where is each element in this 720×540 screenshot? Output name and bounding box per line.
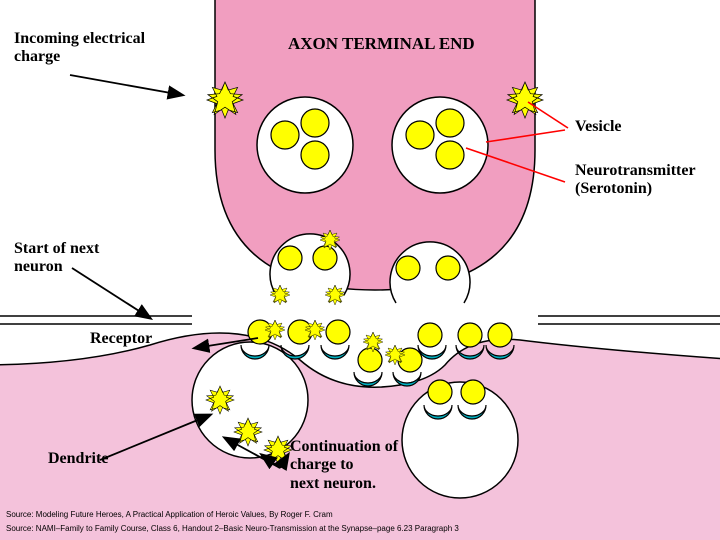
label-dendrite: Dendrite [48,450,108,468]
label-continuation: Continuation of charge to next neuron. [290,438,398,493]
charge-icon [507,82,543,118]
neurotransmitter [436,141,464,169]
receptor [321,345,349,359]
neurotransmitter [418,323,442,347]
neurotransmitter [436,256,460,280]
charge-icon [363,332,383,352]
charge-icon [234,418,262,446]
neurotransmitter [458,323,482,347]
neurotransmitter [271,121,299,149]
neurotransmitter [461,380,485,404]
label-receptor: Receptor [90,330,152,348]
dendrite-vesicle [402,382,518,498]
neurotransmitter [326,320,350,344]
page-title: AXON TERMINAL END [288,34,475,54]
label-start-next: Start of next neuron [14,240,99,277]
charge-icon [207,82,243,118]
source-line-2: Source: NAMI–Family to Family Course, Cl… [6,524,459,533]
receptor [354,372,382,386]
neurotransmitter [406,121,434,149]
neurotransmitter [488,323,512,347]
charge-icon [206,386,234,414]
charge-icon [270,285,290,305]
neurotransmitter [436,109,464,137]
neurotransmitter [301,109,329,137]
neurotransmitter [313,246,337,270]
label-neurotransmitter: Neurotransmitter (Serotonin) [575,162,696,199]
neurotransmitter [278,246,302,270]
charge-icon [385,345,405,365]
neurotransmitter [301,141,329,169]
charge-icon [320,230,340,250]
label-vesicle: Vesicle [575,118,622,136]
neurotransmitter [396,256,420,280]
source-line-1: Source: Modeling Future Heroes, A Practi… [6,510,333,519]
pointer-arrow [70,75,182,95]
neurotransmitter [358,348,382,372]
label-incoming: Incoming electrical charge [14,30,145,67]
neurotransmitter [428,380,452,404]
charge-icon [305,320,325,340]
charge-icon [265,320,285,340]
charge-icon [325,285,345,305]
